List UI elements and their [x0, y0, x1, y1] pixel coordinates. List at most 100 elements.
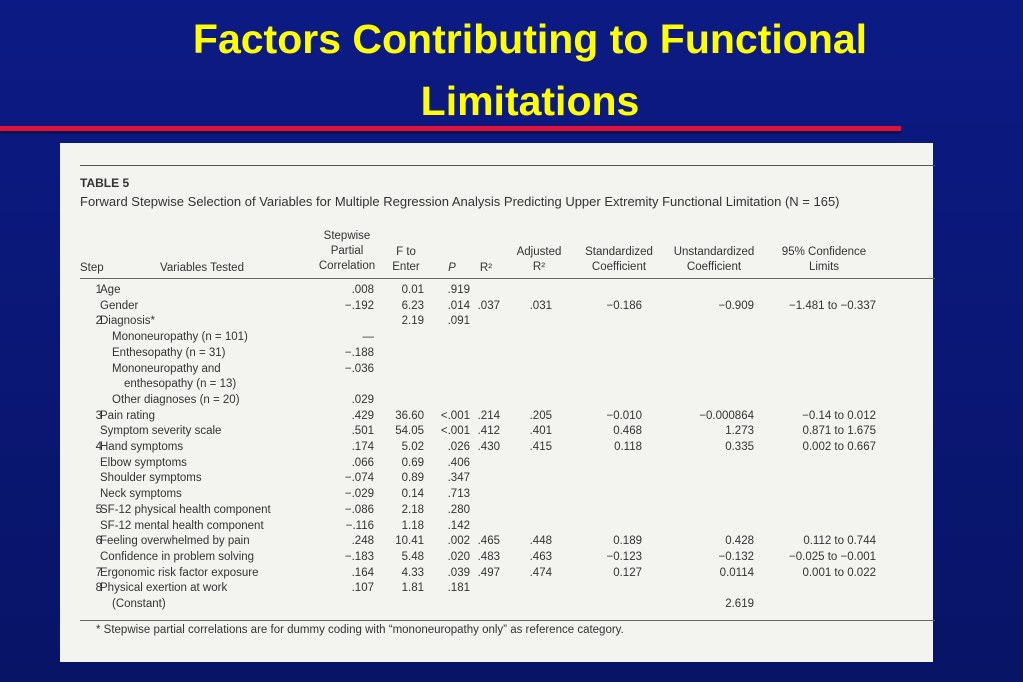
- table-row: Mononeuropathy (n = 101) —: [60, 329, 933, 345]
- cell-adj: .401: [529, 425, 552, 438]
- cell-spc: .008: [351, 284, 374, 296]
- header-ci-line-1: 95% Confidence: [781, 246, 867, 258]
- cell-f: 0.01: [401, 284, 424, 296]
- cell-spc: .164: [351, 566, 374, 579]
- cell-r2: .497: [477, 566, 500, 579]
- cell-p: <.001: [440, 425, 470, 438]
- cell-variable: Physical exertion at work: [100, 582, 228, 595]
- cell-variable: Symptom severity scale: [100, 425, 222, 438]
- header-f-line-2: Enter: [392, 261, 420, 273]
- title-underline: [0, 126, 901, 131]
- cell-adj: .463: [529, 550, 552, 563]
- header-std-line-2: Coefficient: [591, 261, 647, 273]
- cell-p: .142: [447, 519, 470, 532]
- header-f-line-1: F to: [396, 246, 416, 258]
- cell-p: .181: [447, 582, 470, 595]
- cell-spc: −.188: [344, 346, 374, 359]
- header-r2: R²: [479, 262, 493, 274]
- cell-step: 7: [95, 566, 102, 579]
- cell-std: −0.123: [606, 550, 643, 563]
- cell-variable: Ergonomic risk factor exposure: [100, 566, 259, 579]
- table-row: Other diagnoses (n = 20) .029: [60, 392, 933, 408]
- cell-step: 8: [95, 582, 102, 595]
- cell-variable: Hand symptoms: [100, 441, 184, 453]
- cell-spc: .501: [351, 425, 374, 438]
- table-label: TABLE 5: [80, 176, 130, 190]
- cell-variable: Mononeuropathy (n = 101): [112, 331, 248, 344]
- cell-p: .713: [447, 488, 470, 501]
- cell-r2: .483: [477, 550, 500, 563]
- table-bottom-rule: [80, 620, 935, 621]
- cell-ci: −0.025 to −0.001: [789, 550, 876, 563]
- cell-p: .002: [447, 535, 470, 548]
- cell-spc: .429: [351, 409, 374, 422]
- header-confidence-limits: 95% Confidence Limits: [770, 245, 878, 275]
- cell-variable: enthesopathy (n = 13): [124, 378, 237, 391]
- cell-variable: Age: [100, 284, 121, 296]
- cell-ci: 0.871 to 1.675: [802, 425, 876, 438]
- header-p: P: [448, 262, 456, 274]
- table-row: 2 Diagnosis* 2.19 .091: [60, 313, 933, 329]
- slide-title-line-2: Limitations: [420, 78, 640, 124]
- cell-r2: .214: [477, 409, 500, 422]
- cell-p: .919: [447, 284, 470, 296]
- header-adjusted-r2: Adjusted R²: [508, 245, 570, 275]
- cell-adj: .448: [529, 535, 552, 548]
- table-row: Shoulder symptoms −.074 0.89 .347: [60, 470, 933, 486]
- cell-ci: 0.112 to 0.744: [803, 535, 876, 548]
- cell-adj: .474: [529, 566, 552, 579]
- cell-spc: −.086: [344, 503, 374, 516]
- cell-r2: .430: [477, 441, 500, 453]
- cell-f: 6.23: [401, 299, 424, 312]
- cell-spc: −.192: [344, 299, 374, 312]
- table-row: Enthesopathy (n = 31) −.188: [60, 345, 933, 361]
- table-row: (Constant) 2.619: [60, 596, 933, 612]
- cell-variable: Diagnosis*: [100, 315, 155, 328]
- cell-f: 1.81: [401, 582, 424, 595]
- cell-step: 3: [95, 409, 102, 422]
- cell-r2: .412: [477, 425, 500, 438]
- cell-f: 54.05: [395, 425, 424, 438]
- cell-unstd: 0.0114: [719, 566, 754, 579]
- cell-f: 4.33: [401, 566, 424, 579]
- cell-p: .014: [447, 299, 470, 312]
- table-top-rule: [80, 165, 935, 166]
- cell-p: .280: [447, 503, 470, 516]
- cell-ci: 0.002 to 0.667: [802, 441, 876, 453]
- cell-p: <.001: [440, 409, 470, 422]
- table-image-panel: TABLE 5 Forward Stepwise Selection of Va…: [60, 143, 935, 662]
- table-row: Neck symptoms −.029 0.14 .713: [60, 486, 933, 502]
- cell-unstd: 0.428: [725, 535, 754, 548]
- table-row: 8 Physical exertion at work .107 1.81 .181: [60, 580, 933, 596]
- cell-p: .406: [447, 456, 470, 469]
- cell-variable: Pain rating: [100, 409, 155, 422]
- cell-variable: Feeling overwhelmed by pain: [100, 535, 250, 548]
- cell-variable: Shoulder symptoms: [100, 472, 202, 485]
- cell-unstd: 1.273: [725, 425, 754, 438]
- table-row: 6 Feeling overwhelmed by pain .248 10.41 .00…: [60, 533, 933, 549]
- cell-unstd: −0.000864: [699, 409, 754, 422]
- cell-f: 2.19: [401, 315, 424, 328]
- cell-p: .026: [447, 441, 470, 453]
- cell-spc: .248: [351, 535, 374, 548]
- cell-spc: .107: [351, 582, 374, 595]
- cell-variable: SF-12 mental health component: [100, 519, 264, 532]
- cell-std: 0.118: [614, 441, 642, 453]
- cell-step: 6: [95, 535, 102, 548]
- table-row: 1 Age .008 0.01 .919: [60, 282, 933, 298]
- table-row: 5 SF-12 physical health component −.086 2.1…: [60, 502, 933, 518]
- slide-title-line-1: Factors Contributing to Functional: [192, 16, 868, 62]
- table-row: Confidence in problem solving −.183 5.48 .0…: [60, 549, 933, 565]
- cell-unstd: −0.909: [718, 299, 755, 312]
- table-row: Gender −.192 6.23 .014 .037 .031 −0.186 −0.909 −…: [60, 298, 933, 314]
- cell-adj: .205: [529, 409, 552, 422]
- cell-r2: .037: [477, 299, 500, 312]
- cell-unstd: 2.619: [725, 598, 754, 610]
- cell-spc: −.074: [344, 472, 374, 485]
- table-row: 4 Hand symptoms .174 5.02 .026 .430 .415 0.118 0…: [60, 439, 933, 455]
- table-footnote: * Stepwise partial correlations are for …: [96, 624, 624, 636]
- cell-unstd: −0.132: [718, 550, 755, 563]
- header-step: Step: [80, 262, 104, 274]
- cell-f: 0.14: [401, 488, 424, 501]
- cell-f: 36.60: [395, 409, 424, 422]
